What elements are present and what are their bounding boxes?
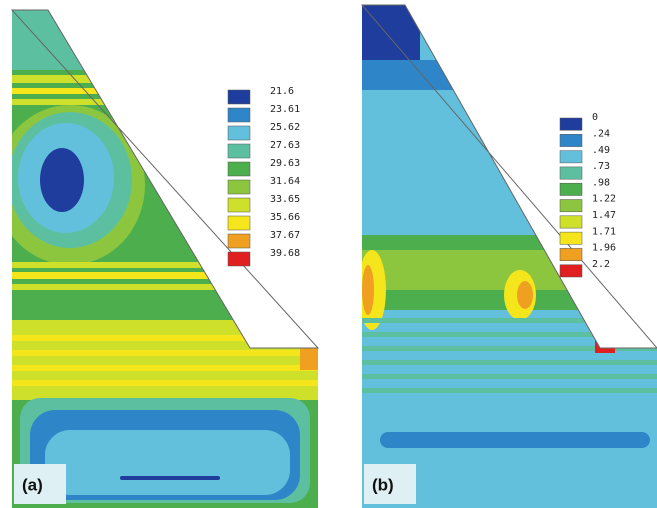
- legend-swatch: [227, 215, 251, 231]
- legend-label: 1.47: [592, 210, 616, 221]
- legend-label: .49: [592, 145, 610, 156]
- legend-swatch: [559, 150, 583, 164]
- legend-label: 1.22: [592, 194, 616, 205]
- dam-outline: [360, 4, 657, 349]
- legend-swatch: [227, 89, 251, 105]
- legends: 21.6 23.61 25.62 27.63 29.63 31.64 33.65 35.66 3…: [227, 86, 616, 278]
- panel-label-bg: [364, 464, 416, 504]
- legend-label: .73: [592, 161, 610, 172]
- legend-label: 23.61: [270, 104, 300, 115]
- legend-swatch: [227, 107, 251, 123]
- legend-swatch: [227, 161, 251, 177]
- legend-label: 39.68: [270, 248, 300, 259]
- legend-label: 31.64: [270, 176, 300, 187]
- dam-outline: [10, 9, 320, 349]
- legend-swatch: [227, 233, 251, 249]
- legend-swatch: [559, 215, 583, 229]
- legend-swatch: [227, 143, 251, 159]
- legend-swatch: [559, 117, 583, 131]
- legend-swatch: [559, 199, 583, 213]
- panel-label: (a): [22, 475, 43, 494]
- legend-label: .98: [592, 177, 610, 188]
- legend-swatch: [559, 166, 583, 180]
- panel-label-bg: [14, 464, 66, 504]
- legend-label: 27.63: [270, 140, 300, 151]
- legend-label: 25.62: [270, 122, 300, 133]
- legend-swatch: [559, 231, 583, 245]
- contour-b: [362, 5, 657, 508]
- legend-swatch: [227, 251, 251, 267]
- legend-label: 21.6: [270, 86, 294, 97]
- legend-label: 2.2: [592, 259, 610, 270]
- legend-label: .24: [592, 128, 610, 139]
- panel-label: (b): [372, 475, 394, 494]
- legend-swatch: [559, 134, 583, 147]
- legend-swatch: [559, 182, 583, 196]
- legend-label: 35.66: [270, 212, 300, 223]
- legend-swatch: [227, 179, 251, 195]
- legend-label: 1.71: [592, 226, 616, 237]
- legend-swatch: [227, 125, 251, 141]
- legend-label: 29.63: [270, 158, 300, 169]
- legend-label: 0: [592, 112, 598, 123]
- legend-swatch: [559, 264, 583, 278]
- legend-swatch: [559, 248, 583, 261]
- legend-label: 33.65: [270, 194, 300, 205]
- legend-label: 1.96: [592, 243, 616, 254]
- legend-label: 37.67: [270, 230, 300, 241]
- legend-swatch: [227, 197, 251, 213]
